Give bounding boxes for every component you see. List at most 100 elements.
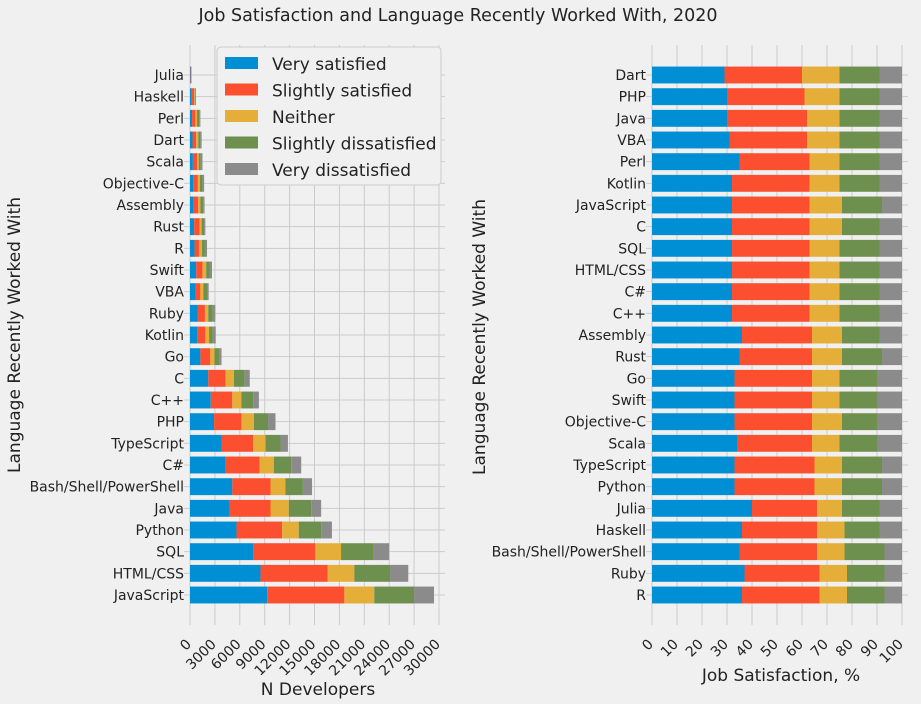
y-tick-label-objective-c: Objective-C bbox=[565, 415, 646, 431]
bar-vba-slightly-dissatisfied bbox=[203, 283, 208, 301]
y-tick-label-sql: SQL bbox=[618, 241, 646, 257]
y-tick-label-bash-shell-powershell: Bash/Shell/PowerShell bbox=[492, 545, 646, 561]
y-tick-label-php: PHP bbox=[619, 90, 646, 106]
bar-ruby-slightly-dissatisfied bbox=[847, 564, 885, 582]
bar-php-slightly-satisfied bbox=[727, 88, 805, 106]
x-tick-label: 50 bbox=[758, 637, 782, 661]
bar-php-slightly-dissatisfied bbox=[253, 413, 269, 431]
bar-rust-slightly-satisfied bbox=[194, 218, 200, 236]
bar-go-very-satisfied bbox=[652, 369, 735, 387]
bar-java-slightly-satisfied bbox=[727, 109, 807, 127]
bar-typescript-slightly-satisfied bbox=[221, 434, 254, 452]
bar-html-css-slightly-dissatisfied bbox=[354, 564, 391, 582]
bar-swift-very-dissatisfied bbox=[209, 261, 212, 279]
bar-ruby-slightly-satisfied bbox=[197, 304, 205, 322]
x-tick-label: 10 bbox=[658, 637, 682, 661]
x-axis-label: Job Satisfaction, % bbox=[701, 666, 860, 686]
bar-julia-slightly-satisfied bbox=[190, 66, 192, 84]
bar-java-slightly-satisfied bbox=[229, 499, 271, 517]
bar-javascript-slightly-satisfied bbox=[732, 196, 810, 214]
y-tick-label-assembly: Assembly bbox=[117, 198, 184, 214]
bar-kotlin-very-dissatisfied bbox=[212, 326, 216, 344]
bar-go-very-satisfied bbox=[190, 348, 201, 366]
bar-objective-c-slightly-dissatisfied bbox=[842, 413, 877, 431]
bar-sql-neither bbox=[809, 239, 840, 257]
bar-assembly-slightly-dissatisfied bbox=[200, 196, 204, 214]
legend-swatch-slightly-dissatisfied bbox=[225, 136, 258, 149]
x-tick-label: 60 bbox=[783, 637, 807, 661]
bar-sql-slightly-satisfied bbox=[732, 239, 810, 257]
bar-haskell-very-dissatisfied bbox=[879, 521, 902, 539]
satisfaction-percent-chart: R Ruby Bash/Shell/PowerShell Haskell Julia Py… bbox=[470, 45, 908, 686]
bar-vba-slightly-satisfied bbox=[729, 131, 807, 149]
bar-rust-slightly-satisfied bbox=[739, 348, 812, 366]
y-tick-label-go: Go bbox=[165, 350, 184, 366]
y-tick-label-html-css: HTML/CSS bbox=[575, 263, 646, 279]
bar-perl-very-dissatisfied bbox=[879, 153, 902, 171]
y-tick-label-python: Python bbox=[135, 523, 184, 539]
y-tick-label-perl: Perl bbox=[620, 155, 646, 171]
bar-dart-slightly-satisfied bbox=[192, 131, 197, 149]
bar-assembly-neither bbox=[198, 196, 201, 214]
bar-haskell-slightly-dissatisfied bbox=[844, 521, 880, 539]
bar-kotlin-slightly-satisfied bbox=[197, 326, 206, 344]
bar-rust-very-dissatisfied bbox=[204, 218, 206, 236]
bar-vba-slightly-satisfied bbox=[195, 283, 201, 301]
y-axis-label: Language Recently Worked With bbox=[470, 199, 490, 475]
bar-scala-slightly-satisfied bbox=[737, 434, 812, 452]
bar-go-very-dissatisfied bbox=[877, 369, 902, 387]
bar-sql-very-satisfied bbox=[652, 239, 732, 257]
bar-swift-very-dissatisfied bbox=[877, 391, 902, 409]
y-tick-label-swift: Swift bbox=[150, 263, 185, 279]
bar-c-neither bbox=[225, 369, 234, 387]
bar-go-slightly-satisfied bbox=[200, 348, 211, 366]
bar-julia-neither bbox=[817, 499, 842, 517]
bar-assembly-very-dissatisfied bbox=[203, 196, 205, 214]
bar-sql-very-dissatisfied bbox=[879, 239, 902, 257]
bar-typescript-very-satisfied bbox=[190, 434, 222, 452]
bar-c-slightly-satisfied bbox=[225, 456, 260, 474]
bar-swift-very-satisfied bbox=[652, 391, 735, 409]
bar-haskell-very-satisfied bbox=[652, 521, 742, 539]
bar-dart-very-dissatisfied bbox=[879, 66, 902, 84]
bar-kotlin-slightly-dissatisfied bbox=[209, 326, 213, 344]
bar-python-slightly-satisfied bbox=[734, 478, 815, 496]
x-axis-label: N Developers bbox=[261, 680, 376, 700]
bar-go-slightly-dissatisfied bbox=[214, 348, 220, 366]
bar-c-slightly-dissatisfied bbox=[842, 218, 880, 236]
y-tick-label-swift: Swift bbox=[612, 393, 647, 409]
bar-ruby-neither bbox=[204, 304, 209, 322]
bar-bash-shell-powershell-very-dissatisfied bbox=[302, 478, 313, 496]
bar-java-slightly-dissatisfied bbox=[839, 109, 880, 127]
bar-vba-very-satisfied bbox=[190, 283, 196, 301]
bar-c-neither bbox=[259, 456, 274, 474]
x-tick-label: 20 bbox=[683, 637, 707, 661]
bar-perl-slightly-dissatisfied bbox=[839, 153, 880, 171]
bar-assembly-slightly-satisfied bbox=[742, 326, 812, 344]
bar-rust-very-dissatisfied bbox=[882, 348, 902, 366]
x-tick-label: 0 bbox=[639, 637, 657, 655]
legend-box bbox=[216, 46, 442, 186]
bar-perl-slightly-satisfied bbox=[739, 153, 810, 171]
bar-vba-slightly-dissatisfied bbox=[839, 131, 880, 149]
bar-assembly-slightly-satisfied bbox=[193, 196, 199, 214]
bar-html-css-slightly-dissatisfied bbox=[839, 261, 880, 279]
bar-dart-very-satisfied bbox=[652, 66, 725, 84]
bar-c-very-satisfied bbox=[190, 369, 209, 387]
y-tick-label-perl: Perl bbox=[158, 111, 184, 127]
bar-kotlin-slightly-dissatisfied bbox=[839, 174, 880, 192]
bar-python-very-dissatisfied bbox=[321, 521, 332, 539]
y-tick-label-r: R bbox=[174, 241, 184, 257]
bar-perl-slightly-dissatisfied bbox=[197, 109, 200, 127]
bar-dart-neither bbox=[802, 66, 840, 84]
bar-typescript-slightly-dissatisfied bbox=[842, 456, 882, 474]
bar-scala-neither bbox=[812, 434, 840, 452]
bar-java-slightly-dissatisfied bbox=[288, 499, 312, 517]
bar-swift-slightly-satisfied bbox=[734, 391, 812, 409]
bar-python-neither bbox=[282, 521, 299, 539]
bar-python-very-satisfied bbox=[190, 521, 237, 539]
y-tick-label-php: PHP bbox=[157, 415, 184, 431]
bar-python-slightly-satisfied bbox=[236, 521, 283, 539]
bar-bash-shell-powershell-very-dissatisfied bbox=[884, 543, 902, 561]
